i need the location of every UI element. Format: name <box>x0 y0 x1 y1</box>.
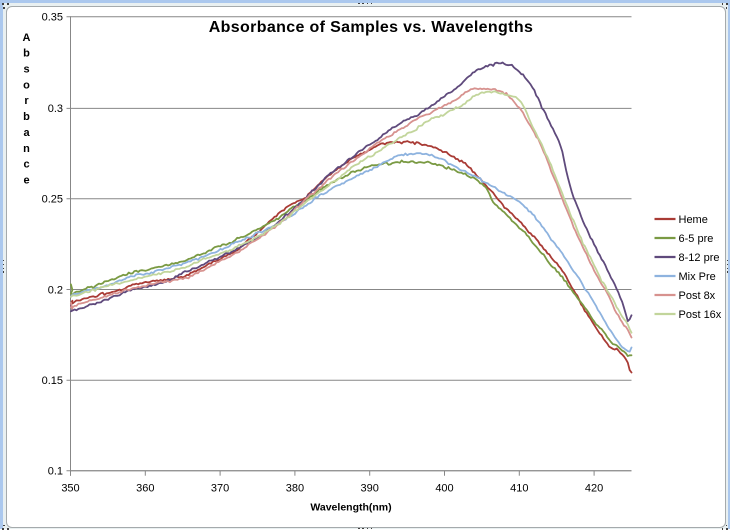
svg-text:0.3: 0.3 <box>48 103 63 115</box>
svg-text:0.25: 0.25 <box>42 194 63 206</box>
svg-text:360: 360 <box>136 482 154 494</box>
svg-text:350: 350 <box>61 482 79 494</box>
svg-text:Absorbance of Samples vs. Wave: Absorbance of Samples vs. Wavelengths <box>209 19 533 36</box>
svg-text:0.2: 0.2 <box>48 284 63 296</box>
svg-text:0.1: 0.1 <box>48 466 63 478</box>
svg-text:410: 410 <box>510 482 528 494</box>
svg-text:Wavelength(nm): Wavelength(nm) <box>310 502 391 514</box>
svg-text:420: 420 <box>585 482 603 494</box>
svg-text:6-5 pre: 6-5 pre <box>679 233 714 245</box>
svg-text:390: 390 <box>361 482 379 494</box>
svg-text:8-12 pre: 8-12 pre <box>679 252 720 264</box>
svg-text:0.15: 0.15 <box>42 375 63 387</box>
svg-text:0.35: 0.35 <box>42 12 63 24</box>
svg-text:400: 400 <box>435 482 453 494</box>
svg-text:Absorbance: Absorbance <box>23 32 31 187</box>
svg-text:370: 370 <box>211 482 229 494</box>
svg-text:380: 380 <box>286 482 304 494</box>
svg-text:Post 8x: Post 8x <box>679 290 716 302</box>
svg-text:Heme: Heme <box>679 214 708 226</box>
svg-text:Post 16x: Post 16x <box>679 309 722 321</box>
svg-text:Mix Pre: Mix Pre <box>679 271 716 283</box>
